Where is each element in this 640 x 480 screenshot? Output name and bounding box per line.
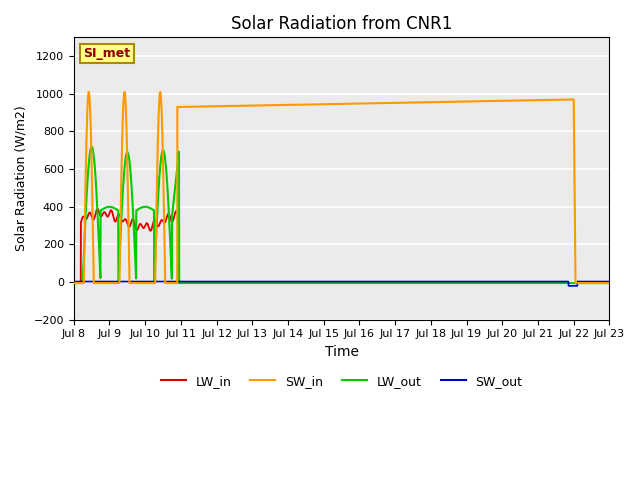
X-axis label: Time: Time	[324, 345, 358, 359]
Text: SI_met: SI_met	[83, 47, 131, 60]
Y-axis label: Solar Radiation (W/m2): Solar Radiation (W/m2)	[15, 106, 28, 252]
Title: Solar Radiation from CNR1: Solar Radiation from CNR1	[231, 15, 452, 33]
Legend: LW_in, SW_in, LW_out, SW_out: LW_in, SW_in, LW_out, SW_out	[156, 370, 527, 393]
